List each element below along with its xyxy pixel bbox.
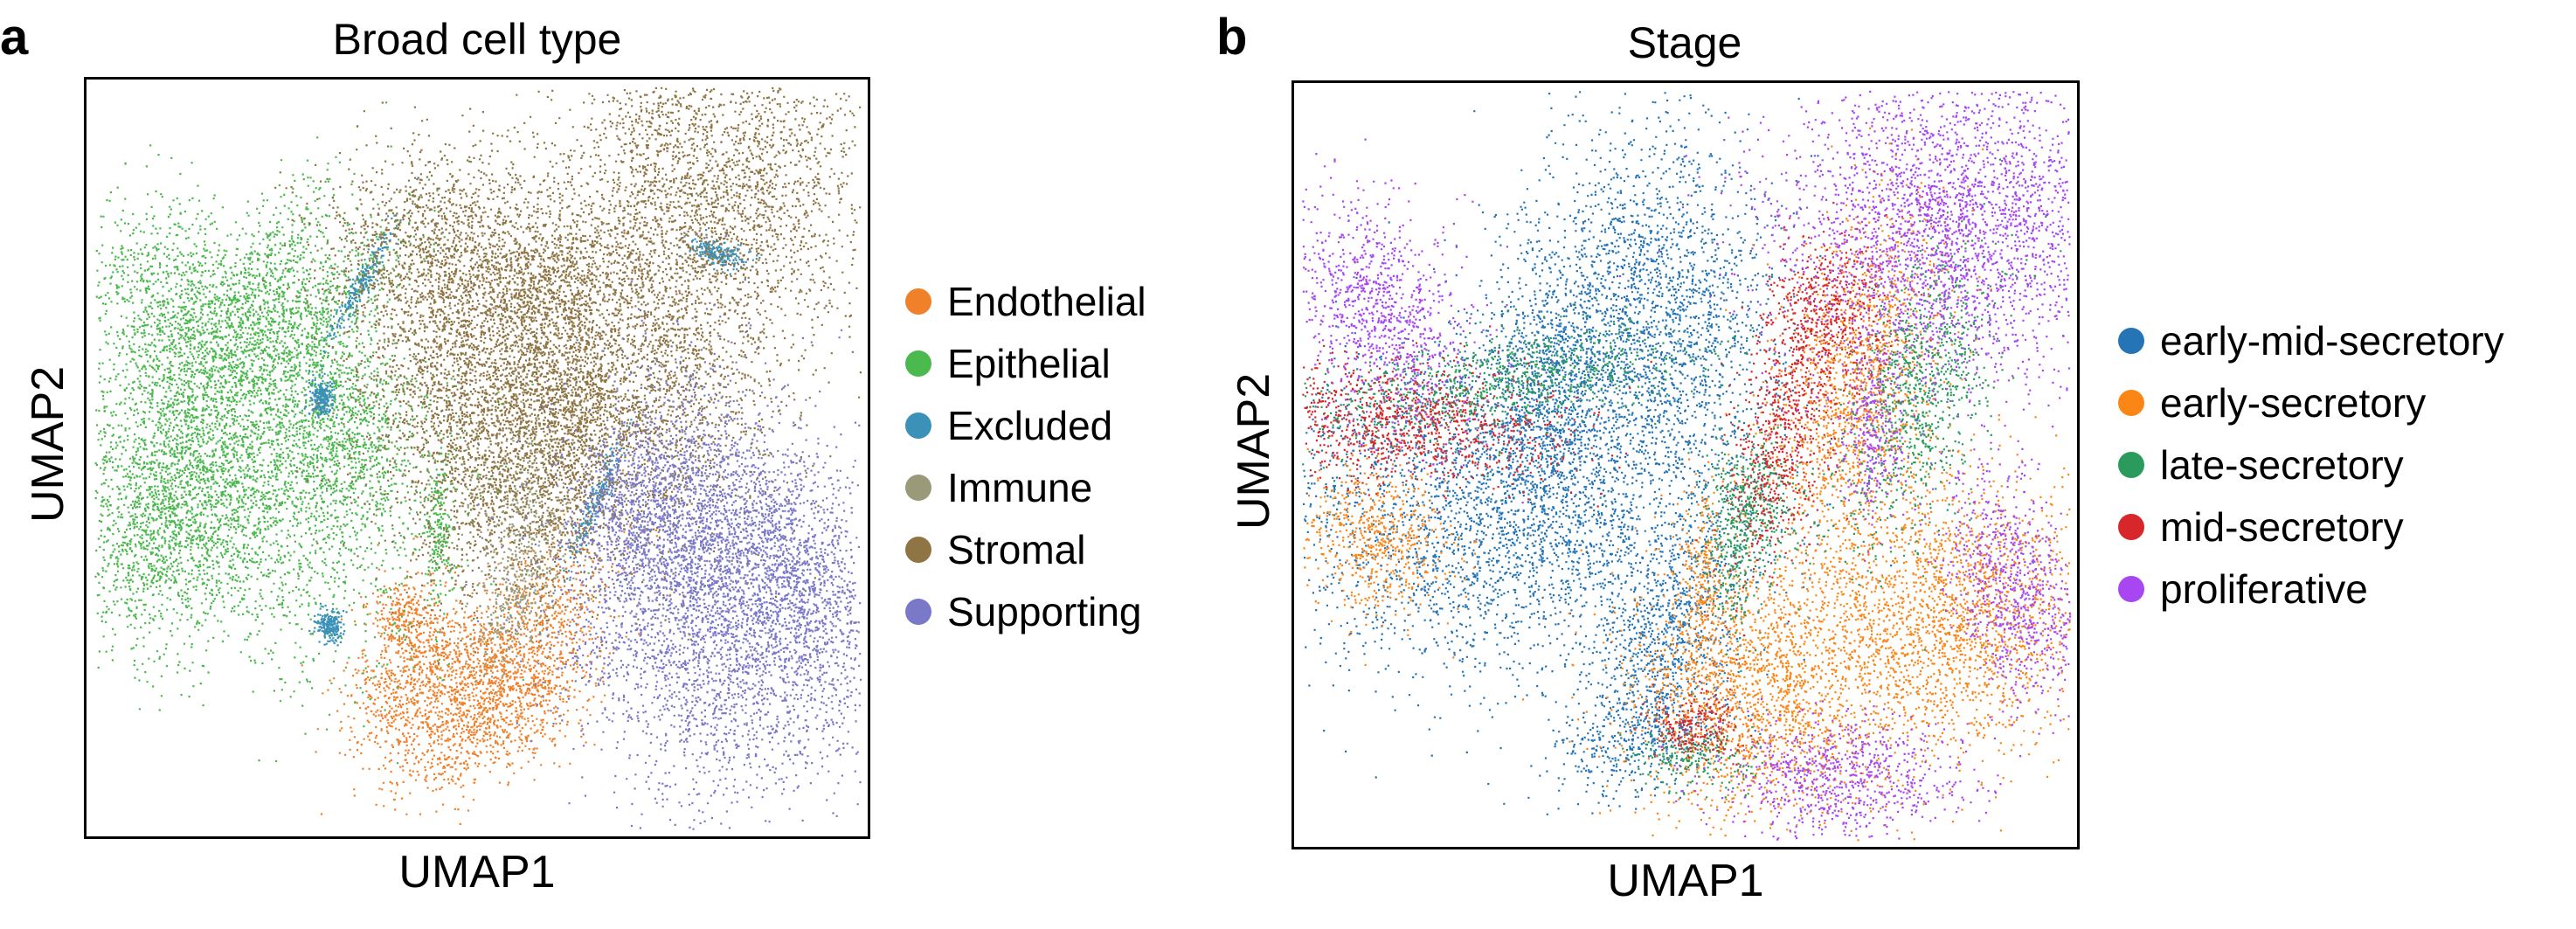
y-axis-label-a: UMAP2 bbox=[23, 365, 73, 523]
legend-swatch bbox=[905, 474, 931, 501]
legend-label: Endothelial bbox=[947, 278, 1146, 324]
panel-label-b: b bbox=[1216, 9, 1248, 66]
legend-item-early-secretory: early-secretory bbox=[2118, 371, 2504, 433]
legend-item-supporting: Supporting bbox=[905, 580, 1146, 642]
x-axis-label-b: UMAP1 bbox=[1607, 856, 1764, 906]
legend-label: Excluded bbox=[947, 402, 1113, 448]
series-epithelial bbox=[94, 101, 590, 765]
legend-swatch bbox=[905, 536, 931, 563]
scatter-plot-a bbox=[94, 87, 862, 830]
legend-label: Supporting bbox=[947, 588, 1142, 634]
legend-swatch bbox=[2118, 451, 2144, 478]
legend-b: early-mid-secretory early-secretory late-s… bbox=[2118, 309, 2504, 620]
legend-label: mid-secretory bbox=[2160, 503, 2404, 550]
plot-area-a bbox=[84, 77, 870, 839]
panel-label-a: a bbox=[0, 9, 29, 66]
legend-item-proliferative: proliferative bbox=[2118, 558, 2504, 620]
series-stromal bbox=[259, 87, 862, 669]
x-axis-label-a: UMAP1 bbox=[398, 847, 556, 898]
legend-swatch bbox=[2118, 513, 2144, 540]
legend-item-early-mid-secretory: early-mid-secretory bbox=[2118, 309, 2504, 371]
legend-swatch bbox=[905, 350, 931, 377]
legend-label: proliferative bbox=[2160, 565, 2368, 612]
legend-swatch bbox=[2118, 389, 2144, 416]
legend-label: early-mid-secretory bbox=[2160, 317, 2504, 364]
plot-area-b bbox=[1291, 80, 2080, 849]
legend-swatch bbox=[905, 412, 931, 439]
points-mid-secretory bbox=[1302, 202, 1932, 766]
plot-title-b: Stage bbox=[1627, 18, 1742, 67]
legend-item-mid-secretory: mid-secretory bbox=[2118, 496, 2504, 558]
legend-label: Immune bbox=[947, 464, 1093, 510]
y-axis-label-b: UMAP2 bbox=[1229, 372, 1279, 530]
legend-swatch bbox=[2118, 327, 2144, 354]
legend-label: Epithelial bbox=[947, 340, 1111, 386]
legend-item-epithelial: Epithelial bbox=[905, 332, 1146, 394]
points-early-mid-secretory bbox=[1303, 91, 1893, 815]
legend-swatch bbox=[905, 598, 931, 625]
legend-item-excluded: Excluded bbox=[905, 394, 1146, 456]
legend-label: late-secretory bbox=[2160, 441, 2404, 488]
legend-label: early-secretory bbox=[2160, 379, 2427, 426]
legend-swatch bbox=[905, 288, 931, 315]
points-proliferative bbox=[1302, 90, 2072, 841]
series-proliferative bbox=[1302, 90, 2072, 841]
plot-title-a: Broad cell type bbox=[332, 15, 622, 64]
legend-item-immune: Immune bbox=[905, 456, 1146, 518]
legend-item-endothelial: Endothelial bbox=[905, 270, 1146, 332]
series-early-mid-secretory bbox=[1303, 91, 1893, 815]
points-epithelial bbox=[94, 101, 590, 765]
points-supporting bbox=[465, 232, 862, 830]
scatter-plot-b bbox=[1302, 90, 2072, 842]
legend-item-late-secretory: late-secretory bbox=[2118, 433, 2504, 496]
legend-swatch bbox=[2118, 575, 2144, 602]
series-mid-secretory bbox=[1302, 202, 1932, 766]
series-supporting bbox=[465, 232, 862, 830]
legend-a: Endothelial Epithelial Excluded Immune Strom… bbox=[905, 270, 1146, 642]
legend-item-stromal: Stromal bbox=[905, 518, 1146, 580]
points-stromal bbox=[259, 87, 862, 669]
legend-label: Stromal bbox=[947, 526, 1086, 572]
